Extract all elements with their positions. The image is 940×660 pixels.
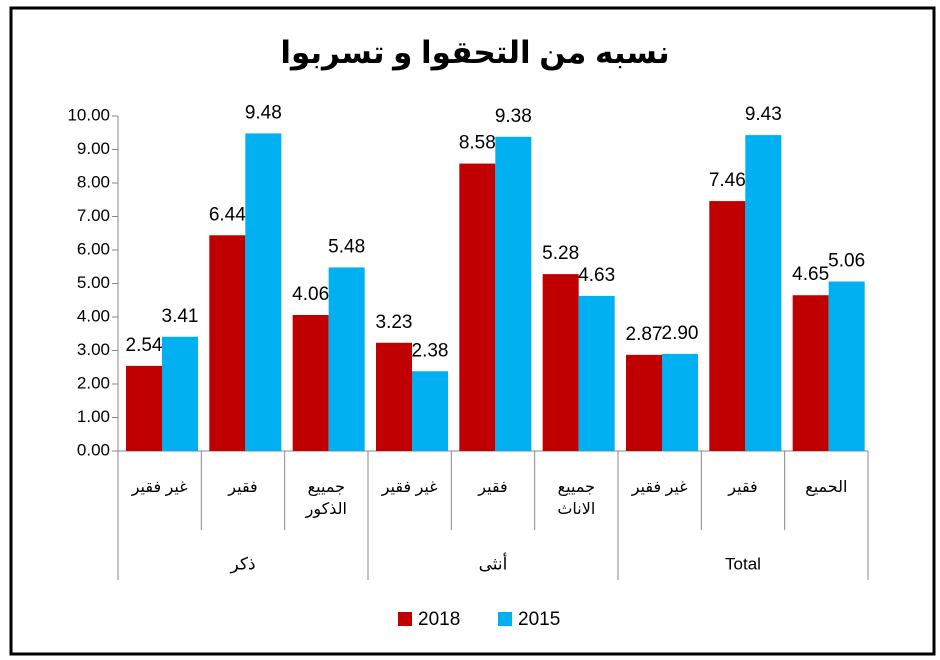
y-tick-label: 1.00 — [77, 407, 110, 426]
data-label: 4.65 — [792, 264, 829, 285]
group-label: Total — [725, 554, 761, 573]
data-label: 6.44 — [209, 204, 246, 225]
x-tick-label: الحميع — [805, 479, 848, 496]
bar — [126, 365, 162, 451]
y-tick-label: 8.00 — [77, 172, 110, 191]
x-tick-label: فقير — [728, 479, 758, 496]
data-label: 5.06 — [828, 251, 865, 272]
x-tick-label: غير فقير — [631, 479, 688, 496]
legend-label: 2015 — [518, 609, 560, 630]
bar — [626, 354, 662, 451]
legend-label: 2018 — [418, 609, 460, 630]
data-label: 2.38 — [412, 340, 449, 361]
bar — [578, 295, 615, 451]
y-tick-label: 0.00 — [77, 440, 110, 459]
bar — [745, 135, 782, 451]
x-tick-label: جمييع الذكور — [305, 479, 347, 518]
data-label: 2.90 — [662, 323, 699, 344]
y-tick-label: 7.00 — [77, 206, 110, 225]
bar — [245, 133, 282, 452]
data-label: 7.46 — [709, 170, 746, 191]
x-tick-label: غير فقير — [131, 479, 188, 496]
data-label: 3.23 — [376, 312, 413, 333]
data-label: 5.28 — [542, 243, 579, 264]
bar — [495, 136, 532, 451]
bar — [162, 336, 198, 451]
y-tick-label: 10.00 — [67, 105, 110, 124]
y-tick-label: 2.00 — [77, 373, 110, 392]
bar — [376, 342, 412, 451]
data-label: 9.43 — [745, 104, 782, 125]
x-tick-label: غير فقير — [381, 479, 438, 496]
bar — [542, 274, 579, 451]
bar — [292, 314, 329, 451]
x-tick-label: فقير — [228, 479, 258, 496]
y-tick-label: 9.00 — [77, 139, 110, 158]
x-tick-label: جمييع الاناث — [557, 479, 596, 518]
data-label: 5.48 — [328, 236, 365, 257]
group-label: ذكر — [229, 554, 255, 573]
y-tick-label: 3.00 — [77, 340, 110, 359]
y-tick-label: 5.00 — [77, 273, 110, 292]
bar — [209, 235, 246, 451]
bar — [459, 163, 496, 451]
data-label: 4.06 — [292, 284, 329, 305]
data-label: 2.87 — [626, 324, 663, 345]
bar — [412, 371, 448, 451]
data-label: 9.38 — [495, 106, 532, 127]
x-tick-label: فقير — [478, 479, 508, 496]
data-label: 4.63 — [578, 265, 615, 286]
legend-swatch — [498, 612, 512, 626]
chart-title: نسبه من التحقوا و تسربوا — [280, 35, 669, 71]
data-label: 8.58 — [459, 133, 496, 154]
y-tick-label: 4.00 — [77, 306, 110, 325]
data-label: 2.54 — [126, 335, 163, 356]
legend-swatch — [398, 612, 412, 626]
bar — [828, 281, 865, 451]
group-label: أنثى — [479, 552, 508, 573]
bar — [709, 201, 746, 451]
data-label: 3.41 — [162, 306, 199, 327]
bar — [792, 295, 829, 451]
y-tick-label: 6.00 — [77, 239, 110, 258]
bar — [328, 267, 365, 451]
data-label: 9.48 — [245, 102, 282, 123]
bar — [662, 353, 698, 451]
